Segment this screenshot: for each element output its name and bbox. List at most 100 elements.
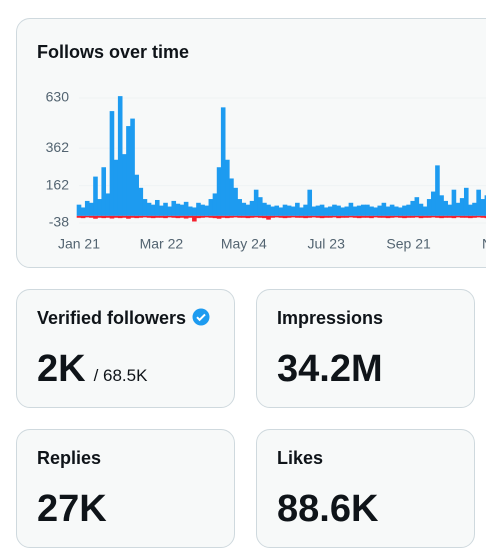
bar — [369, 206, 374, 216]
bar — [150, 215, 156, 219]
bar — [356, 205, 362, 216]
bar — [286, 205, 292, 216]
bar — [266, 204, 271, 216]
bar — [373, 207, 378, 216]
bar — [340, 207, 345, 216]
bar — [307, 189, 313, 216]
bar — [150, 204, 156, 216]
bar — [303, 215, 308, 219]
bar — [245, 215, 251, 219]
bar — [233, 215, 238, 218]
bar — [241, 215, 247, 218]
bar — [443, 200, 448, 216]
bar — [229, 178, 234, 216]
bar — [163, 202, 168, 216]
bar — [101, 215, 107, 219]
stat-value: 88.6K — [277, 488, 379, 530]
x-tick-label: Jan 21 — [58, 236, 100, 252]
bar — [262, 215, 267, 219]
bar — [253, 215, 259, 218]
bar — [89, 215, 94, 218]
bar — [159, 205, 164, 216]
bar — [414, 197, 420, 216]
bar — [332, 215, 337, 218]
bar — [381, 202, 387, 216]
bar — [406, 204, 411, 216]
stat-card: Impressions 34.2M — [256, 289, 475, 408]
stat-value-row: 27K — [37, 488, 107, 531]
bar — [480, 215, 486, 218]
bar — [484, 195, 486, 216]
bar — [365, 215, 370, 218]
chart: Follows over time 630 362 162 -38 Jan 21 Mar … — [37, 42, 486, 252]
bar — [220, 215, 226, 218]
bar — [93, 215, 98, 219]
bar — [476, 215, 481, 218]
stat-value-row: 88.6K — [277, 488, 378, 531]
bar — [154, 199, 160, 216]
stat-value: 34.2M — [277, 348, 383, 390]
bar — [122, 215, 127, 218]
bar — [393, 215, 399, 218]
bar — [225, 215, 230, 219]
bar — [229, 215, 234, 218]
bar — [89, 202, 94, 216]
stat-card: Likes 88.6K — [256, 429, 475, 548]
bar — [431, 191, 436, 216]
bar — [410, 215, 416, 218]
x-tick-label: Sep 21 — [386, 236, 431, 252]
bar — [303, 204, 308, 216]
bar — [167, 215, 172, 218]
bar — [435, 165, 440, 216]
bar — [84, 215, 90, 218]
bar — [274, 205, 280, 216]
bar — [175, 203, 181, 216]
bar — [389, 204, 395, 216]
bar — [286, 215, 292, 218]
bar — [171, 200, 177, 216]
bar — [179, 215, 185, 218]
bar — [204, 215, 210, 218]
stat-label: Verified followers — [37, 308, 210, 329]
bar — [262, 202, 267, 216]
bar — [463, 187, 469, 216]
bar — [402, 205, 407, 216]
bar — [311, 206, 317, 216]
bar — [431, 215, 436, 218]
bar — [109, 111, 115, 216]
bar — [241, 202, 247, 216]
bar — [146, 202, 152, 216]
bar — [270, 215, 275, 218]
bar — [130, 215, 135, 218]
bar — [204, 205, 210, 216]
bar — [389, 215, 395, 218]
bar — [340, 215, 345, 218]
bar — [278, 207, 284, 216]
bar — [459, 198, 465, 216]
x-tick-label: Mar 22 — [140, 236, 184, 252]
bar — [332, 204, 337, 216]
bar — [336, 205, 341, 216]
bar — [328, 215, 333, 218]
stat-label: Impressions — [277, 308, 383, 329]
bar — [257, 197, 263, 216]
bar — [113, 215, 119, 218]
bar — [398, 215, 403, 218]
bar — [447, 204, 453, 216]
bar — [270, 206, 275, 216]
bar — [377, 205, 383, 216]
bar — [220, 107, 226, 216]
bar — [183, 201, 189, 216]
stat-sub: / 68.5K — [93, 366, 148, 385]
bar — [138, 215, 144, 218]
bar — [146, 215, 152, 218]
bar — [344, 215, 350, 218]
bar — [117, 215, 123, 219]
bar — [348, 202, 354, 216]
bar — [299, 215, 304, 218]
bar — [183, 215, 189, 219]
stat-value: 2K — [37, 348, 86, 390]
bar — [80, 207, 86, 216]
bar — [171, 215, 177, 218]
